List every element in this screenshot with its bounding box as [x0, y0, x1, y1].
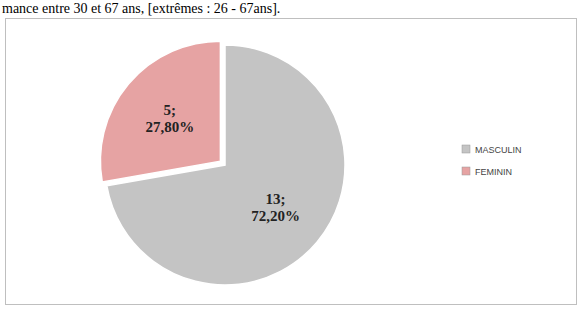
pie-slice — [100, 41, 220, 182]
chart-frame — [6, 19, 577, 305]
data-label-line: 72,20% — [251, 208, 300, 224]
data-label-line: 13; — [266, 191, 286, 207]
legend-label: MASCULIN — [475, 145, 522, 155]
data-label: 13;72,20% — [251, 191, 300, 224]
legend-label: FEMININ — [475, 167, 512, 177]
data-label-line: 5; — [164, 102, 177, 118]
data-label-line: 27,80% — [145, 119, 194, 135]
legend-swatch — [462, 167, 470, 175]
pie: 13;72,20% 5;27,80% — [100, 41, 345, 285]
legend-entry: FEMININ — [462, 167, 512, 177]
legend-entry: MASCULIN — [462, 145, 522, 155]
annotation: mance entre 30 et 67 ans, [extrêmes : 26… — [2, 1, 280, 16]
legend-swatch — [462, 145, 470, 153]
chart-svg: mance entre 30 et 67 ans, [extrêmes : 26… — [0, 0, 582, 310]
legend: MASCULIN FEMININ — [462, 145, 522, 177]
data-label: 5;27,80% — [145, 102, 194, 135]
